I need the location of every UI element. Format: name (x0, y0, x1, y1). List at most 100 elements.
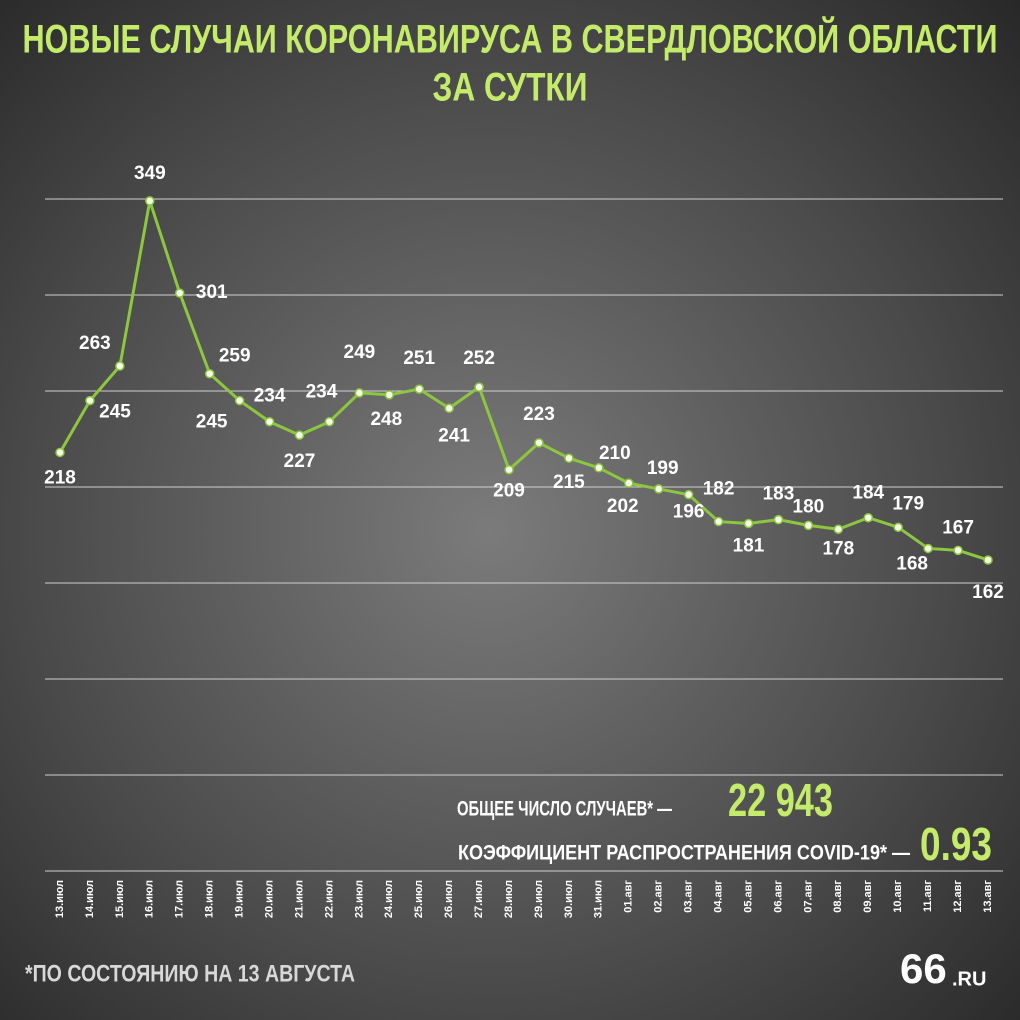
x-tick-label: 26.июл (443, 880, 455, 918)
x-tick-label: 10.авг (892, 880, 904, 913)
stat-label: КОЭФФИЦИЕНТ РАСПРОСТРАНЕНИЯ COVID-19* — (458, 842, 910, 865)
data-label: 168 (896, 553, 928, 574)
data-point (594, 463, 604, 473)
x-tick-label: 09.авг (862, 880, 874, 913)
data-point (983, 555, 993, 565)
data-point (683, 489, 694, 500)
data-point (564, 453, 574, 463)
data-point (174, 288, 185, 298)
x-tick-label: 12.авг (952, 880, 964, 913)
data-label: 259 (219, 346, 251, 367)
data-point (444, 403, 454, 414)
x-tick-label: 01.авг (623, 880, 635, 913)
x-tick-label: 04.авг (712, 880, 724, 913)
data-point (893, 522, 903, 533)
x-tick-label: 18.июл (204, 880, 216, 918)
stat-value: 22 943 (728, 774, 833, 826)
x-tick-label: 30.июл (563, 880, 575, 918)
x-tick-label: 11.авг (922, 880, 934, 913)
x-tick-label: 24.июл (383, 880, 395, 918)
data-point (145, 196, 155, 206)
x-tick-label: 02.авг (653, 880, 665, 913)
data-point (474, 382, 484, 392)
x-tick-label: 13.авг (982, 880, 994, 913)
data-line (58, 199, 989, 562)
data-point (743, 518, 754, 529)
stat-value: 0.93 (920, 818, 992, 870)
data-point (833, 524, 844, 534)
data-point (504, 464, 514, 475)
data-label: 182 (703, 479, 735, 500)
data-label: 180 (793, 496, 825, 517)
chart-title: НОВЫЕ СЛУЧАИ КОРОНАВИРУСА В СВЕРДЛОВСКОЙ… (23, 16, 998, 62)
data-label: 248 (370, 409, 402, 430)
x-tick-label: 21.июл (293, 880, 305, 918)
x-tick-label: 22.июл (323, 880, 335, 918)
data-point (923, 543, 933, 554)
data-label: 179 (892, 493, 924, 514)
data-label: 215 (553, 472, 585, 493)
x-tick-label: 07.авг (802, 880, 814, 913)
data-point (324, 416, 335, 427)
data-point (863, 512, 874, 523)
data-label: 263 (79, 333, 111, 354)
x-tick-label: 27.июл (473, 880, 485, 918)
data-point (803, 520, 814, 531)
logo: 66 (900, 945, 947, 992)
data-point (115, 361, 125, 371)
data-point (55, 447, 65, 458)
x-tick-label: 05.авг (742, 880, 754, 913)
x-tick-label: 19.июл (234, 880, 246, 918)
data-point (264, 416, 275, 427)
data-point (624, 478, 634, 488)
data-point (294, 430, 305, 440)
x-tick-label: 06.авг (772, 880, 784, 913)
data-label: 252 (463, 348, 495, 369)
data-point (414, 384, 424, 394)
data-point (653, 484, 664, 494)
x-tick-label: 14.июл (84, 880, 96, 918)
x-tick-label: 29.июл (533, 880, 545, 918)
data-label: 162 (972, 582, 1004, 603)
data-point (354, 388, 365, 398)
logo: .RU (952, 968, 986, 990)
data-point (384, 390, 395, 400)
data-label: 241 (438, 425, 470, 446)
data-label: 178 (822, 538, 854, 559)
data-label: 183 (763, 484, 795, 505)
data-point (773, 514, 784, 525)
data-label: 301 (196, 282, 228, 303)
data-label: 251 (403, 348, 435, 369)
data-label: 210 (599, 443, 631, 464)
data-label: 234 (306, 382, 338, 403)
data-point (534, 438, 544, 448)
stat-label: ОБЩЕЕ ЧИСЛО СЛУЧАЕВ* — (457, 798, 672, 821)
data-label: 249 (344, 342, 376, 363)
data-label: 245 (196, 412, 228, 433)
data-point (85, 395, 95, 406)
footnote: *ПО СОСТОЯНИЮ НА 13 АВГУСТА (25, 960, 355, 987)
data-point (713, 516, 724, 527)
data-label: 181 (733, 535, 765, 556)
data-label: 199 (647, 458, 679, 479)
chart-title: ЗА СУТКИ (433, 66, 588, 110)
data-point (953, 545, 963, 556)
data-label: 184 (852, 483, 884, 504)
x-tick-label: 20.июл (263, 880, 275, 918)
x-tick-label: 15.июл (114, 880, 126, 918)
x-tick-label: 28.июл (503, 880, 515, 918)
x-tick-label: 08.авг (832, 880, 844, 913)
x-tick-label: 13.июл (54, 880, 66, 918)
data-label: 234 (254, 386, 286, 407)
data-label: 196 (673, 502, 705, 523)
data-label: 167 (942, 517, 974, 538)
x-tick-label: 16.июл (144, 880, 156, 918)
data-label: 209 (493, 481, 525, 502)
x-tick-label: 03.авг (683, 880, 695, 913)
data-label: 227 (284, 451, 316, 472)
x-tick-label: 17.июл (174, 880, 186, 918)
data-label: 349 (134, 163, 166, 184)
